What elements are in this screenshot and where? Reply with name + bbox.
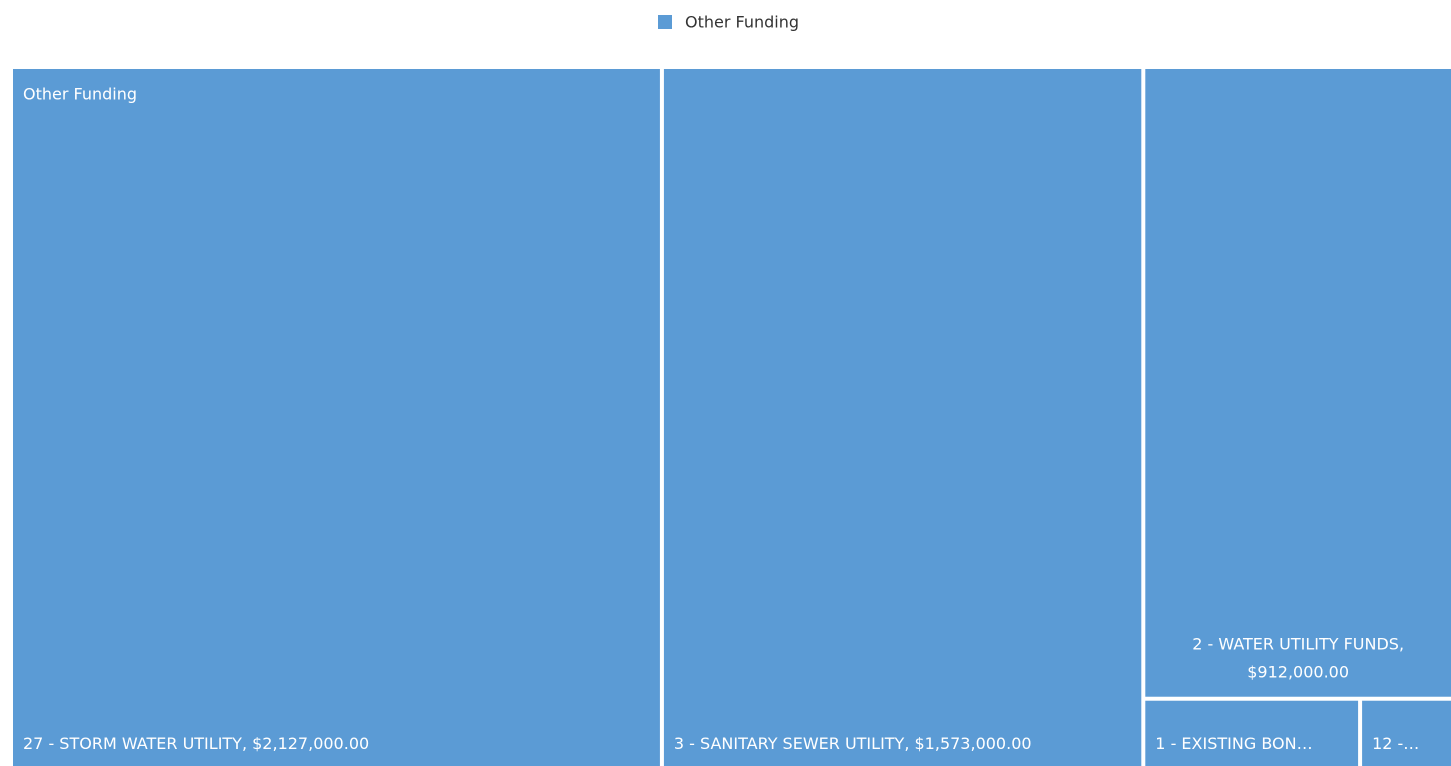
cell-label: 3 - SANITARY SEWER UTILITY, $1,573,000.0…	[674, 734, 1032, 753]
cell-category: 1 - EXISTING BON…	[1155, 734, 1312, 753]
legend-swatch	[658, 15, 672, 29]
cell-value: $2,127,000.00	[252, 734, 369, 753]
treemap-cell	[1145, 69, 1451, 697]
cell-label: 27 - STORM WATER UTILITY, $2,127,000.00	[23, 734, 369, 753]
separator: ,	[242, 734, 252, 753]
cell-label: 2 - WATER UTILITY FUNDS, $912,000.00	[1192, 634, 1404, 681]
treemap-cell	[1362, 700, 1451, 766]
legend-label: Other Funding	[685, 13, 799, 32]
separator: ,	[1399, 634, 1404, 653]
cell-category: 27 - STORM WATER UTILITY	[23, 734, 242, 753]
cell-category: 2 - WATER UTILITY FUNDS	[1192, 634, 1399, 653]
group-label: Other Funding	[23, 85, 137, 104]
cell-label: 1 - EXISTING BON…	[1155, 734, 1312, 753]
treemap-cell	[1145, 700, 1359, 766]
cell-value: $912,000.00	[1247, 662, 1349, 681]
cell-label: 12 -…	[1372, 734, 1419, 753]
treemap-cell	[663, 69, 1142, 766]
cell-value: $1,573,000.00	[915, 734, 1032, 753]
separator: ,	[904, 734, 914, 753]
cell-category: 3 - SANITARY SEWER UTILITY	[674, 734, 905, 753]
treemap-cell	[13, 69, 660, 766]
cell-category: 12 -…	[1372, 734, 1419, 753]
